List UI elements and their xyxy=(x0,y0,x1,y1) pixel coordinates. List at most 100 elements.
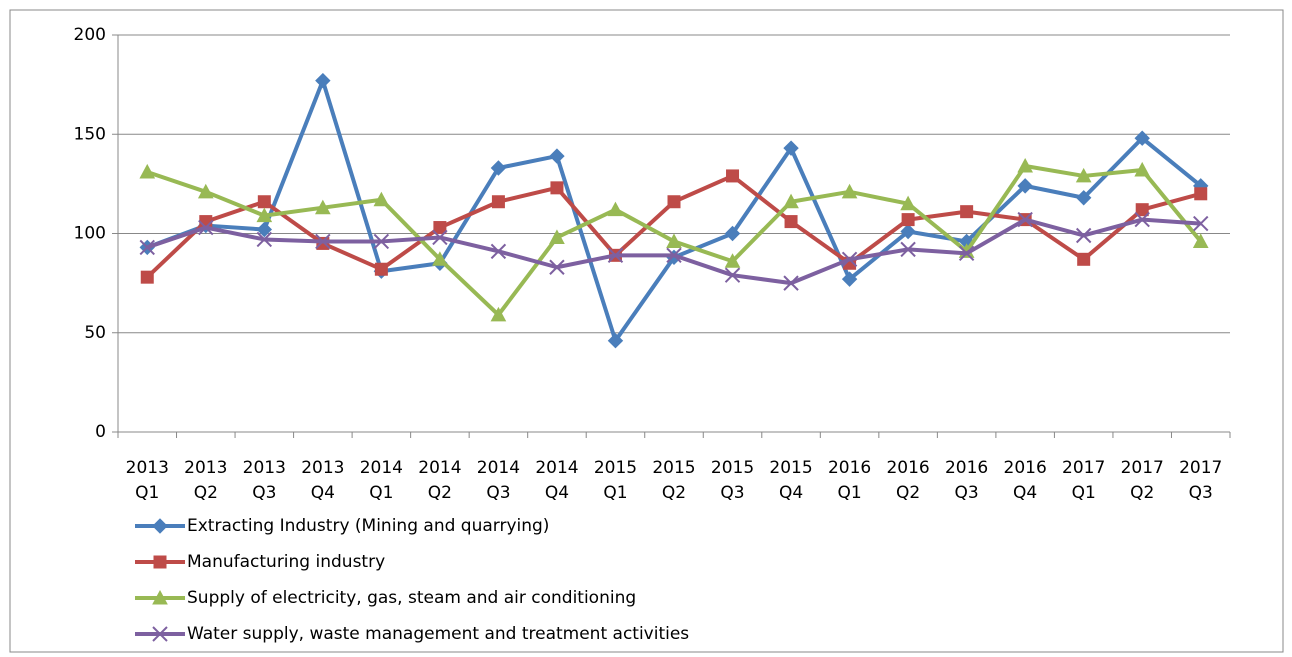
x-tick-label: 2017 xyxy=(1121,458,1164,478)
marker xyxy=(549,259,565,275)
x-tick-label: Q1 xyxy=(837,483,861,503)
x-tick-label: 2015 xyxy=(769,458,812,478)
x-tick-label: Q3 xyxy=(955,483,979,503)
marker xyxy=(373,191,390,207)
marker xyxy=(841,183,858,199)
x-tick-label: 2014 xyxy=(360,458,403,478)
marker xyxy=(490,306,507,322)
x-tick-label: Q2 xyxy=(1130,483,1154,503)
marker xyxy=(490,243,507,260)
marker xyxy=(1017,211,1033,228)
marker xyxy=(724,267,741,283)
marker xyxy=(1075,190,1092,206)
marker xyxy=(433,221,447,235)
x-tick-label: Q2 xyxy=(428,483,452,503)
marker xyxy=(1194,187,1208,201)
marker xyxy=(783,193,799,209)
x-tick-label: Q4 xyxy=(1013,483,1037,503)
marker xyxy=(1075,227,1092,244)
marker xyxy=(607,247,624,264)
x-tick-label: 2017 xyxy=(1179,458,1222,478)
y-tick-label: 50 xyxy=(84,323,106,343)
marker xyxy=(491,195,505,209)
x-tick-label: 2016 xyxy=(886,458,929,478)
x-tick-label: 2017 xyxy=(1062,458,1105,478)
marker xyxy=(1077,252,1091,266)
marker xyxy=(257,195,271,209)
x-tick-label: 2014 xyxy=(535,458,578,478)
x-tick-label: 2015 xyxy=(711,458,754,478)
marker xyxy=(315,72,331,89)
marker xyxy=(1193,215,1209,232)
x-tick-label: Q2 xyxy=(194,483,218,503)
x-tick-label: 2013 xyxy=(301,458,344,478)
x-tick-label: Q3 xyxy=(1189,483,1213,503)
marker xyxy=(153,555,167,569)
x-tick-label: Q2 xyxy=(896,483,920,503)
marker xyxy=(666,233,682,248)
x-tick-label: Q1 xyxy=(603,483,627,503)
x-tick-label: Q3 xyxy=(720,483,744,503)
marker xyxy=(958,245,975,262)
legend-label: Water supply, waste management and treat… xyxy=(187,624,689,644)
marker xyxy=(667,195,681,209)
marker xyxy=(198,219,214,236)
y-tick-label: 150 xyxy=(74,124,106,144)
marker xyxy=(549,148,565,164)
x-tick-label: Q4 xyxy=(779,483,803,503)
marker xyxy=(256,207,273,223)
marker xyxy=(1134,211,1150,228)
marker xyxy=(841,251,858,268)
x-tick-label: Q4 xyxy=(545,483,569,503)
marker xyxy=(1017,178,1033,194)
marker xyxy=(900,223,916,240)
x-tick-label: Q1 xyxy=(1072,483,1096,503)
marker xyxy=(783,275,799,291)
legend-label: Supply of electricity, gas, steam and ai… xyxy=(187,588,636,608)
marker xyxy=(140,270,154,284)
marker xyxy=(900,241,916,258)
x-tick-label: Q1 xyxy=(135,483,159,503)
x-tick-label: Q1 xyxy=(369,483,393,503)
marker xyxy=(550,181,564,195)
marker xyxy=(373,233,390,250)
marker xyxy=(901,213,915,227)
marker xyxy=(666,247,682,264)
x-tick-label: 2014 xyxy=(477,458,520,478)
marker xyxy=(841,271,858,287)
x-tick-label: 2014 xyxy=(418,458,461,478)
x-tick-label: 2013 xyxy=(126,458,169,478)
marker xyxy=(900,195,916,211)
x-tick-label: Q4 xyxy=(311,483,335,503)
marker xyxy=(1134,130,1150,146)
y-tick-label: 100 xyxy=(74,224,106,244)
marker xyxy=(784,215,798,229)
marker xyxy=(197,183,214,199)
marker xyxy=(724,225,741,242)
marker xyxy=(783,140,799,156)
chart-border xyxy=(9,9,1284,653)
marker xyxy=(152,589,168,605)
marker xyxy=(432,229,448,246)
marker xyxy=(607,332,624,349)
marker xyxy=(374,262,388,276)
marker xyxy=(1135,203,1149,217)
marker xyxy=(256,221,273,238)
y-tick-label: 200 xyxy=(74,25,106,45)
marker xyxy=(139,239,155,256)
marker xyxy=(152,626,168,642)
x-tick-label: Q3 xyxy=(252,483,276,503)
x-tick-label: Q2 xyxy=(662,483,686,503)
marker xyxy=(960,205,974,219)
legend-label: Extracting Industry (Mining and quarryin… xyxy=(187,516,549,536)
x-tick-label: 2015 xyxy=(594,458,637,478)
marker xyxy=(315,199,331,215)
x-tick-label: Q3 xyxy=(486,483,510,503)
marker xyxy=(256,231,273,248)
marker xyxy=(432,251,448,266)
marker xyxy=(1134,161,1151,177)
marker xyxy=(726,169,740,183)
x-tick-label: 2016 xyxy=(945,458,988,478)
marker xyxy=(549,229,565,244)
